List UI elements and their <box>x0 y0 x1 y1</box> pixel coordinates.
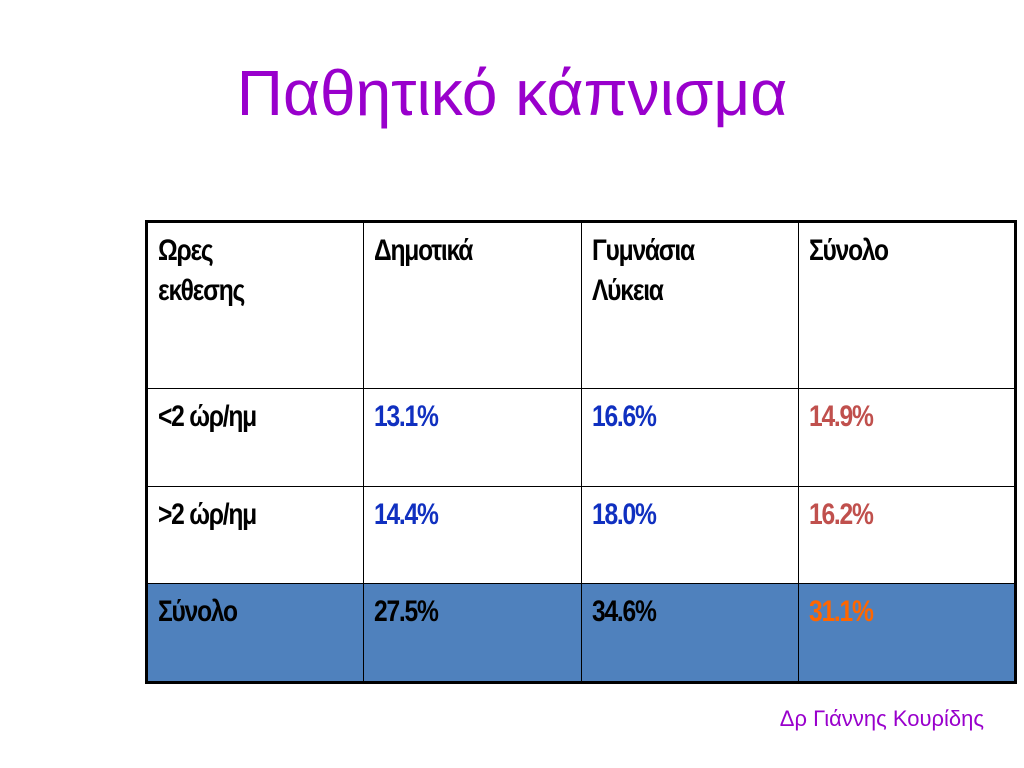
table-row: Ωρες εκθεσης Δημοτικά Γυμνάσια Λύκεια Σύνολ… <box>145 220 1017 390</box>
cell-text: 18.0% <box>591 497 657 531</box>
data-table: Ωρες εκθεσης Δημοτικά Γυμνάσια Λύκεια Σύνολ… <box>145 220 1017 684</box>
table-cell: 31.1% <box>797 582 1017 684</box>
table-cell: Σύνολο <box>797 220 1017 390</box>
table-cell: <2 ώρ/ημ <box>145 388 365 487</box>
cell-text: 16.2% <box>808 497 874 531</box>
table-cell: 16.2% <box>797 485 1017 584</box>
cell-text: 13.1% <box>374 400 439 434</box>
table-cell: Σύνολο <box>145 582 365 684</box>
table-cell: >2 ώρ/ημ <box>145 485 365 584</box>
table-row: Σύνολο 27.5% 34.6% 31.1% <box>145 582 1017 684</box>
cell-text: 31.1% <box>808 594 874 628</box>
table-cell: 14.4% <box>363 485 582 584</box>
table-cell: Γυμνάσια Λύκεια <box>580 220 799 390</box>
cell-text: 34.6% <box>591 594 657 628</box>
table-cell: 13.1% <box>363 388 582 487</box>
table-cell: Δημοτικά <box>363 220 582 390</box>
table-cell: 14.9% <box>797 388 1017 487</box>
cell-text: Δημοτικά <box>374 234 473 267</box>
cell-text: Σύνολο <box>808 234 889 267</box>
table-cell: 18.0% <box>580 485 799 584</box>
cell-text: Σύνολο <box>158 594 238 628</box>
cell-text: <2 ώρ/ημ <box>158 400 257 434</box>
slide-title: Παθητικό κάπνισμα <box>236 57 788 129</box>
table-cell: 34.6% <box>580 582 799 684</box>
table-cell: Ωρες εκθεσης <box>145 220 365 390</box>
cell-text: 14.4% <box>374 497 439 531</box>
cell-text: Ωρες εκθεσης <box>158 234 245 307</box>
table-cell: 16.6% <box>580 388 799 487</box>
cell-text: 27.5% <box>374 594 439 628</box>
author: Δρ Γιάννης Κουρίδης <box>779 706 984 731</box>
cell-text: 14.9% <box>808 400 874 434</box>
cell-text: >2 ώρ/ημ <box>158 497 257 531</box>
cell-text: 16.6% <box>591 400 657 434</box>
table-row: >2 ώρ/ημ 14.4% 18.0% 16.2% <box>145 485 1017 584</box>
table-row: <2 ώρ/ημ 13.1% 16.6% 14.9% <box>145 388 1017 487</box>
table-cell: 27.5% <box>363 582 582 684</box>
cell-text: Γυμνάσια Λύκεια <box>591 234 695 307</box>
